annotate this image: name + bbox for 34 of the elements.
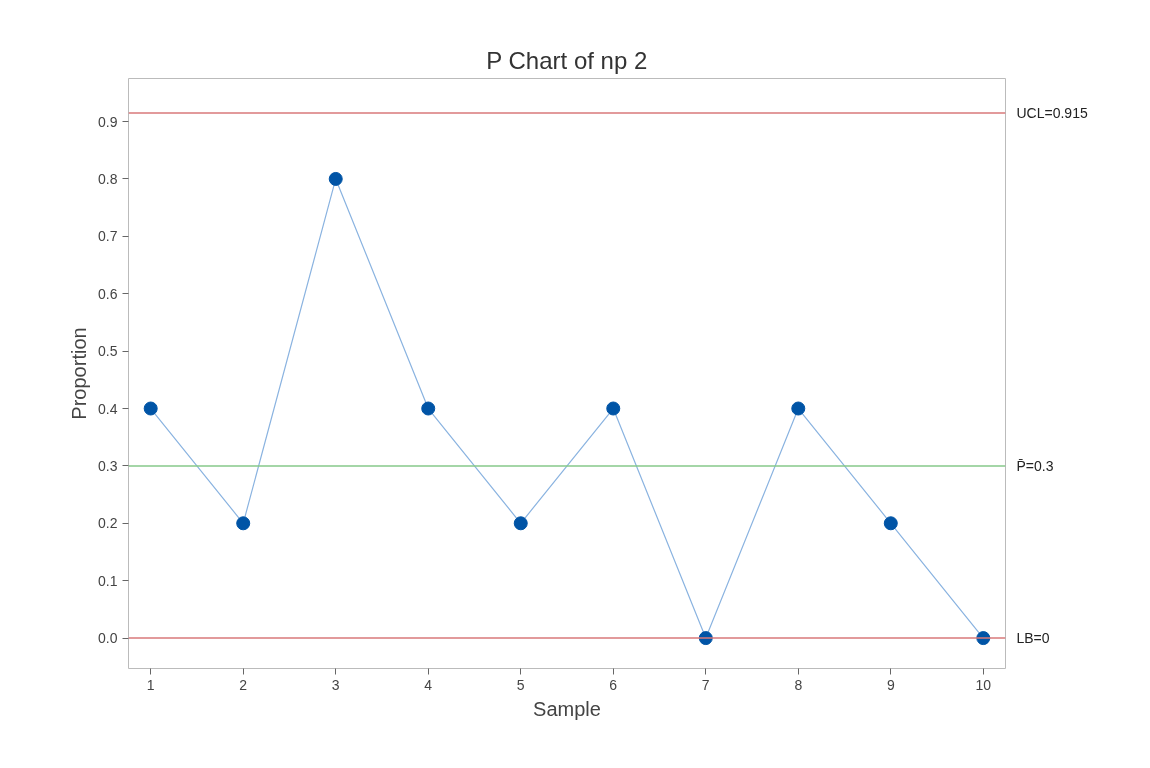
point xyxy=(236,516,251,531)
chart-title: P Chart of np 2 xyxy=(486,46,648,74)
point xyxy=(791,401,806,416)
point xyxy=(421,401,436,416)
x-tick-label: 2 xyxy=(239,676,248,693)
point xyxy=(328,171,343,186)
y-tick-label: 0.6 xyxy=(98,285,118,302)
y-tick-label: 0.1 xyxy=(98,572,118,589)
point xyxy=(883,516,898,531)
y-tick-label: 0.9 xyxy=(98,113,118,130)
ref-line-label: LB=0 xyxy=(1016,630,1050,647)
x-tick-label: 10 xyxy=(975,676,992,693)
point xyxy=(513,516,528,531)
point xyxy=(606,401,621,416)
x-tick-label: 1 xyxy=(146,676,155,693)
y-tick-label: 0.2 xyxy=(98,515,118,532)
ref-line-label: P̄=0.3 xyxy=(1016,457,1054,474)
y-tick-label: 0.8 xyxy=(98,170,118,187)
point xyxy=(143,401,158,416)
y-tick-label: 0.3 xyxy=(98,457,118,474)
y-tick-label: 0.4 xyxy=(98,400,118,417)
ref-line-label: UCL=0.915 xyxy=(1016,104,1088,121)
y-tick-label: 0.0 xyxy=(98,630,118,647)
y-axis-title: Proportion xyxy=(68,327,91,420)
x-tick-label: 4 xyxy=(424,676,433,693)
x-tick-label: 9 xyxy=(886,676,895,693)
x-tick-label: 8 xyxy=(794,676,803,693)
x-tick-label: 5 xyxy=(516,676,525,693)
x-tick-label: 7 xyxy=(701,676,710,693)
x-tick-label: 6 xyxy=(609,676,618,693)
x-tick-label: 3 xyxy=(331,676,340,693)
y-tick-label: 0.5 xyxy=(98,343,118,360)
x-axis-title: Sample xyxy=(533,697,601,720)
y-tick-label: 0.7 xyxy=(98,228,118,245)
